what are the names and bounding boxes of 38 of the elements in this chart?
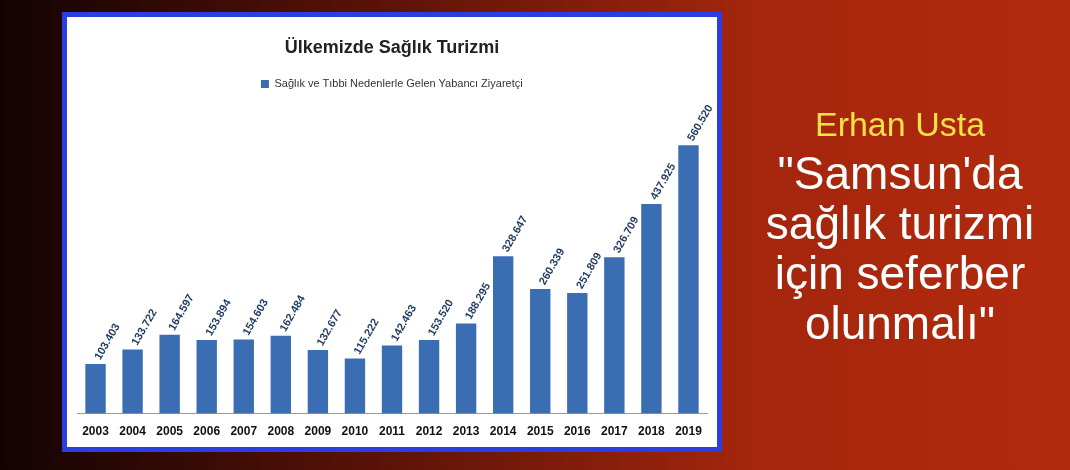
x-tick-label: 2019 <box>675 424 703 439</box>
bar <box>233 339 254 414</box>
bar <box>530 288 551 414</box>
x-tick-label: 2008 <box>267 424 295 439</box>
bar <box>381 345 403 414</box>
bar <box>159 334 180 414</box>
x-tick-label: 2016 <box>563 424 591 439</box>
x-tick-label: 2003 <box>82 424 110 439</box>
x-tick-label: 2010 <box>341 424 369 439</box>
bar <box>122 349 143 414</box>
bar <box>344 358 366 414</box>
bar <box>85 364 106 414</box>
text: "Samsun'da sağlık turizmi için seferber olunmalı" <box>764 147 1036 349</box>
bar <box>196 339 217 414</box>
x-tick-label: 2006 <box>193 424 221 439</box>
x-tick-label: 2014 <box>489 424 517 439</box>
chart-title: Ülkemizde Sağlık Turizmi <box>284 36 500 57</box>
bar <box>270 335 292 414</box>
bar <box>307 350 329 414</box>
bar <box>604 257 625 414</box>
bar <box>678 145 699 414</box>
x-tick-label: 2017 <box>601 424 629 439</box>
bar <box>455 323 477 414</box>
bar <box>567 293 588 414</box>
x-tick-label: 2011 <box>378 424 406 439</box>
x-tick-label: 2012 <box>415 424 443 439</box>
x-tick-label: 2007 <box>230 424 258 439</box>
x-tick-label: 2009 <box>304 424 332 439</box>
bar <box>641 203 662 414</box>
x-tick-label: 2015 <box>526 424 554 439</box>
x-tick-label: 2013 <box>452 424 480 439</box>
text: Erhan Usta <box>813 105 987 144</box>
bar <box>492 256 514 414</box>
legend-label: Sağlık ve Tıbbi Nedenlerle Gelen Yabancı Ziyaretçi <box>274 77 523 90</box>
x-tick-label: 2005 <box>156 424 184 439</box>
x-tick-label: 2018 <box>638 424 666 439</box>
x-tick-label: 2004 <box>119 424 147 439</box>
bar <box>418 340 440 414</box>
